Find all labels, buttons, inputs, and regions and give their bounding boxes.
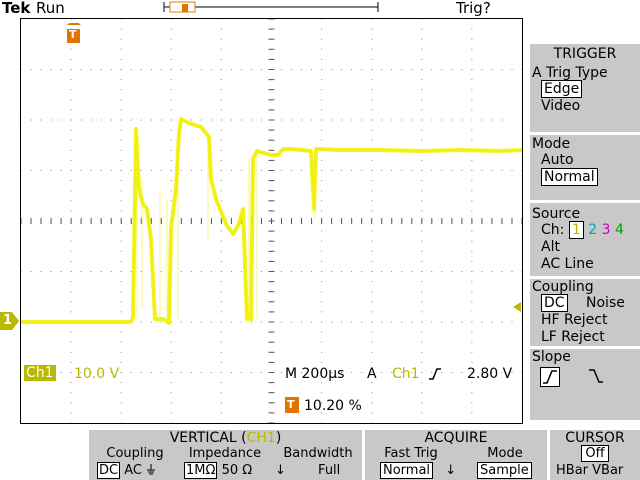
menu-divider — [530, 346, 640, 349]
vertical-coupling-options[interactable]: DC AC — [97, 462, 156, 479]
trigger-status: Trig? — [456, 0, 491, 17]
menu-divider — [530, 132, 640, 135]
trig-type-section[interactable]: A Trig Type Edge Video — [530, 65, 640, 135]
source-ch2[interactable]: 2 — [588, 222, 598, 238]
coupling-lf-reject[interactable]: LF Reject — [541, 329, 605, 345]
mode-label: Mode — [532, 136, 571, 152]
vertical-impedance-label: Impedance — [188, 446, 262, 461]
trigger-level-marker-icon — [513, 302, 521, 312]
vertical-bandwidth-value[interactable]: ↓ Full — [275, 463, 341, 478]
slope-section[interactable]: Slope — [530, 349, 640, 420]
menu-divider — [530, 276, 640, 279]
graticule — [21, 19, 522, 423]
impedance-50-option: 50 Ω — [221, 463, 253, 478]
trig-type-edge[interactable]: Edge — [541, 80, 583, 98]
source-alt[interactable]: Alt — [541, 239, 560, 255]
mode-normal[interactable]: Normal — [541, 168, 598, 186]
vertical-impedance-options[interactable]: 1MΩ 50 Ω — [184, 462, 253, 479]
coupling-section[interactable]: Coupling DC Noise HF Reject LF Reject — [530, 279, 640, 345]
ch1-label: Ch1 — [24, 365, 56, 381]
fast-trig-value[interactable]: Normal ↓ — [380, 462, 457, 479]
slope-label: Slope — [532, 349, 571, 365]
menu-divider — [530, 200, 640, 203]
coupling-noise[interactable]: Noise — [586, 295, 625, 311]
trig-type-video[interactable]: Video — [541, 98, 581, 114]
source-ch3[interactable]: 3 — [601, 222, 611, 238]
trig-type-label: A Trig Type — [532, 65, 608, 81]
ch1-scale: 10.0 V — [74, 366, 120, 382]
ch1-marker-icon — [0, 312, 19, 330]
slope-rising-option[interactable] — [540, 367, 560, 387]
coupling-dc[interactable]: DC — [541, 294, 568, 312]
timebase-readout: M 200µs — [285, 366, 345, 382]
trigger-position-icon: T — [285, 397, 299, 413]
acquire-menu: ACQUIRE Fast Trig Mode Normal ↓ Sample — [365, 430, 547, 480]
cursor-menu-title: CURSOR — [565, 430, 625, 446]
ch1-ground-marker[interactable]: 1 — [0, 312, 20, 330]
rising-edge-icon — [543, 370, 557, 384]
trigger-position-marker: T — [67, 19, 81, 43]
rising-edge-icon — [429, 368, 441, 380]
down-arrow-icon: ↓ — [445, 463, 457, 478]
source-section[interactable]: Source Ch: 1 2 3 4 Alt AC Line — [530, 206, 640, 276]
acquire-mode-label: Mode — [487, 446, 523, 461]
vertical-bandwidth-label: Bandwidth — [283, 446, 353, 461]
vertical-menu: VERTICAL (CH1) Coupling Impedance Bandwi… — [89, 430, 362, 480]
trigger-mode-letter: A — [367, 366, 377, 382]
coupling-hf-reject[interactable]: HF Reject — [541, 312, 608, 328]
trigger-menu-title: TRIGGER — [530, 44, 640, 64]
source-ch4[interactable]: 4 — [614, 222, 624, 238]
falling-edge-icon — [589, 369, 603, 383]
coupling-ac-option: AC — [124, 463, 142, 478]
trigger-source-readout: Ch1 — [392, 366, 420, 382]
source-label: Source — [532, 206, 581, 222]
source-ac-line[interactable]: AC Line — [541, 256, 594, 272]
record-length-indicator — [163, 1, 379, 13]
source-prefix: Ch: — [541, 222, 565, 238]
trigger-position-readout: 10.20 % — [304, 398, 362, 414]
coupling-label: Coupling — [532, 279, 594, 295]
trigger-level-readout: 2.80 V — [467, 366, 513, 382]
fast-trig-label: Fast Trig — [384, 446, 438, 461]
cursor-value[interactable]: Off — [550, 445, 640, 462]
acquire-menu-title: ACQUIRE — [424, 430, 488, 446]
run-status: Run — [36, 0, 65, 17]
source-ch1[interactable]: 1 — [568, 221, 584, 239]
down-arrow-icon: ↓ — [275, 463, 286, 478]
vertical-menu-title: VERTICAL (CH1) — [169, 430, 282, 446]
cursor-options[interactable]: HBar VBar — [556, 463, 624, 478]
mode-auto[interactable]: Auto — [541, 152, 574, 168]
acquire-mode-value[interactable]: Sample — [477, 462, 532, 479]
waveform-display[interactable]: T Ch1 10.0 V M 200µs A Ch1 2.80 V T 10.2… — [20, 18, 523, 424]
cursor-menu: CURSOR Off HBar VBar — [550, 430, 640, 480]
vertical-channel: CH1 — [246, 430, 276, 446]
mode-section[interactable]: Mode Auto Normal — [530, 136, 640, 202]
coupling-dc-option: DC — [97, 462, 121, 479]
impedance-1m-option: 1MΩ — [184, 462, 218, 479]
slope-falling-option[interactable] — [587, 367, 605, 385]
ground-icon — [147, 464, 156, 475]
brand-logo: Tek — [2, 0, 31, 17]
vertical-coupling-label: Coupling — [106, 446, 164, 461]
